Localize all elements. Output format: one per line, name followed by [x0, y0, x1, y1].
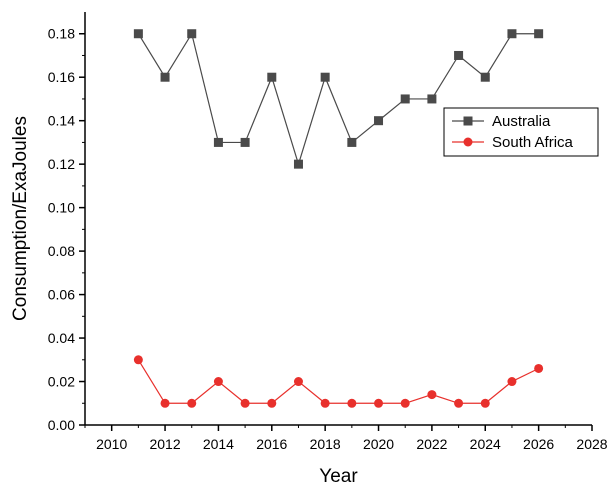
x-tick-label: 2012 — [149, 436, 180, 452]
data-point — [187, 398, 197, 408]
legend-item: South Africa — [452, 134, 574, 151]
y-tick-label: 0.18 — [48, 26, 75, 42]
data-point — [213, 377, 223, 387]
legend: Australia South Africa — [443, 107, 599, 157]
y-tick-label: 0.14 — [48, 113, 75, 129]
data-point — [133, 355, 143, 365]
data-point — [240, 398, 250, 408]
x-tick-label: 2024 — [470, 436, 501, 452]
data-point — [347, 137, 357, 147]
x-tick-label: 2018 — [310, 436, 341, 452]
series-south-africa — [133, 355, 544, 408]
y-axis-title: Consumption/ExaJoules — [10, 116, 31, 321]
data-point — [454, 50, 464, 60]
legend-box — [443, 107, 599, 157]
data-point — [400, 94, 410, 104]
data-point — [133, 29, 143, 39]
data-point — [347, 398, 357, 408]
data-point — [534, 29, 544, 39]
x-tick-label: 2028 — [576, 436, 607, 452]
data-point — [534, 363, 544, 373]
data-point — [480, 72, 490, 82]
y-tick-label: 0.12 — [48, 156, 75, 172]
data-point — [213, 137, 223, 147]
legend-label: South Africa — [492, 134, 574, 151]
data-point — [320, 72, 330, 82]
x-axis-ticks: 2010 2012 2014 2016 2018 2020 2022 2024 2026 2028 — [84, 425, 608, 452]
data-point — [480, 398, 490, 408]
data-point — [374, 398, 384, 408]
y-tick-label: 0.00 — [48, 417, 75, 433]
x-tick-label: 2010 — [96, 436, 127, 452]
series-line — [137, 359, 539, 404]
data-point — [507, 29, 517, 39]
y-tick-label: 0.16 — [48, 69, 75, 85]
x-tick-label: 2016 — [256, 436, 287, 452]
data-point — [427, 390, 437, 400]
data-point — [240, 137, 250, 147]
y-tick-label: 0.08 — [48, 243, 75, 259]
x-tick-label: 2014 — [203, 436, 234, 452]
legend-item: Australia — [452, 113, 551, 130]
data-point — [293, 377, 303, 387]
data-point — [374, 116, 384, 126]
y-tick-label: 0.02 — [48, 374, 75, 390]
y-tick-label: 0.10 — [48, 200, 75, 216]
data-point — [400, 398, 410, 408]
x-axis-title: Year — [319, 466, 358, 487]
data-point — [267, 398, 277, 408]
legend-marker — [463, 137, 473, 147]
data-point — [427, 94, 437, 104]
data-point — [507, 377, 517, 387]
data-point — [454, 398, 464, 408]
y-tick-label: 0.04 — [48, 330, 75, 346]
legend-label: Australia — [492, 113, 551, 130]
x-tick-label: 2026 — [523, 436, 554, 452]
data-point — [160, 398, 170, 408]
legend-marker — [463, 116, 473, 126]
data-point — [160, 72, 170, 82]
data-point — [187, 29, 197, 39]
data-point — [293, 159, 303, 169]
data-point — [267, 72, 277, 82]
x-tick-label: 2020 — [363, 436, 394, 452]
y-axis-ticks: 0.00 0.02 0.04 0.06 0.08 0.10 0.12 0.14 0.16 0.18 — [48, 26, 85, 433]
series-layer — [133, 29, 544, 408]
series-australia — [133, 29, 544, 169]
data-point — [320, 398, 330, 408]
x-tick-label: 2022 — [416, 436, 447, 452]
y-tick-label: 0.06 — [48, 287, 75, 303]
series-line — [137, 32, 539, 167]
